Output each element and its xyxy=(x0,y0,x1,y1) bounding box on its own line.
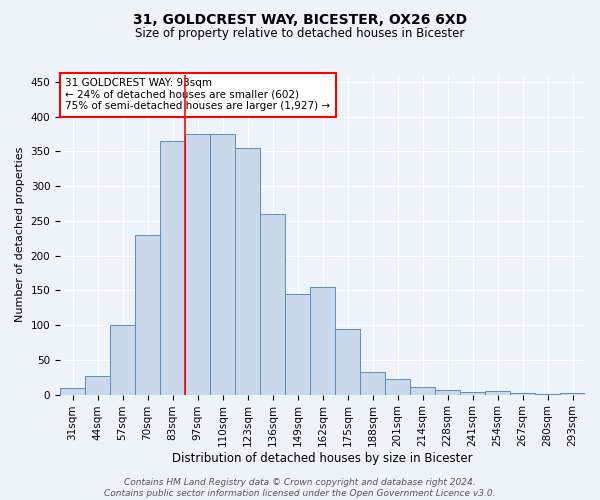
Bar xyxy=(335,328,360,394)
Bar xyxy=(185,134,210,394)
Bar xyxy=(510,393,535,394)
Bar xyxy=(310,287,335,395)
Bar xyxy=(235,148,260,394)
Text: 31 GOLDCREST WAY: 93sqm
← 24% of detached houses are smaller (602)
75% of semi-d: 31 GOLDCREST WAY: 93sqm ← 24% of detache… xyxy=(65,78,331,112)
Text: Size of property relative to detached houses in Bicester: Size of property relative to detached ho… xyxy=(136,28,464,40)
Y-axis label: Number of detached properties: Number of detached properties xyxy=(15,147,25,322)
Bar xyxy=(435,390,460,394)
Bar xyxy=(135,235,160,394)
Bar xyxy=(60,388,85,394)
Bar xyxy=(160,141,185,395)
Bar xyxy=(460,392,485,394)
Bar xyxy=(210,134,235,394)
Bar xyxy=(85,376,110,394)
Bar xyxy=(110,325,135,394)
Bar xyxy=(360,372,385,394)
Bar xyxy=(410,387,435,394)
Text: 31, GOLDCREST WAY, BICESTER, OX26 6XD: 31, GOLDCREST WAY, BICESTER, OX26 6XD xyxy=(133,12,467,26)
Text: Contains HM Land Registry data © Crown copyright and database right 2024.
Contai: Contains HM Land Registry data © Crown c… xyxy=(104,478,496,498)
Bar xyxy=(560,392,585,394)
Bar xyxy=(385,380,410,394)
X-axis label: Distribution of detached houses by size in Bicester: Distribution of detached houses by size … xyxy=(172,452,473,465)
Bar xyxy=(285,294,310,394)
Bar xyxy=(260,214,285,394)
Bar xyxy=(485,391,510,394)
